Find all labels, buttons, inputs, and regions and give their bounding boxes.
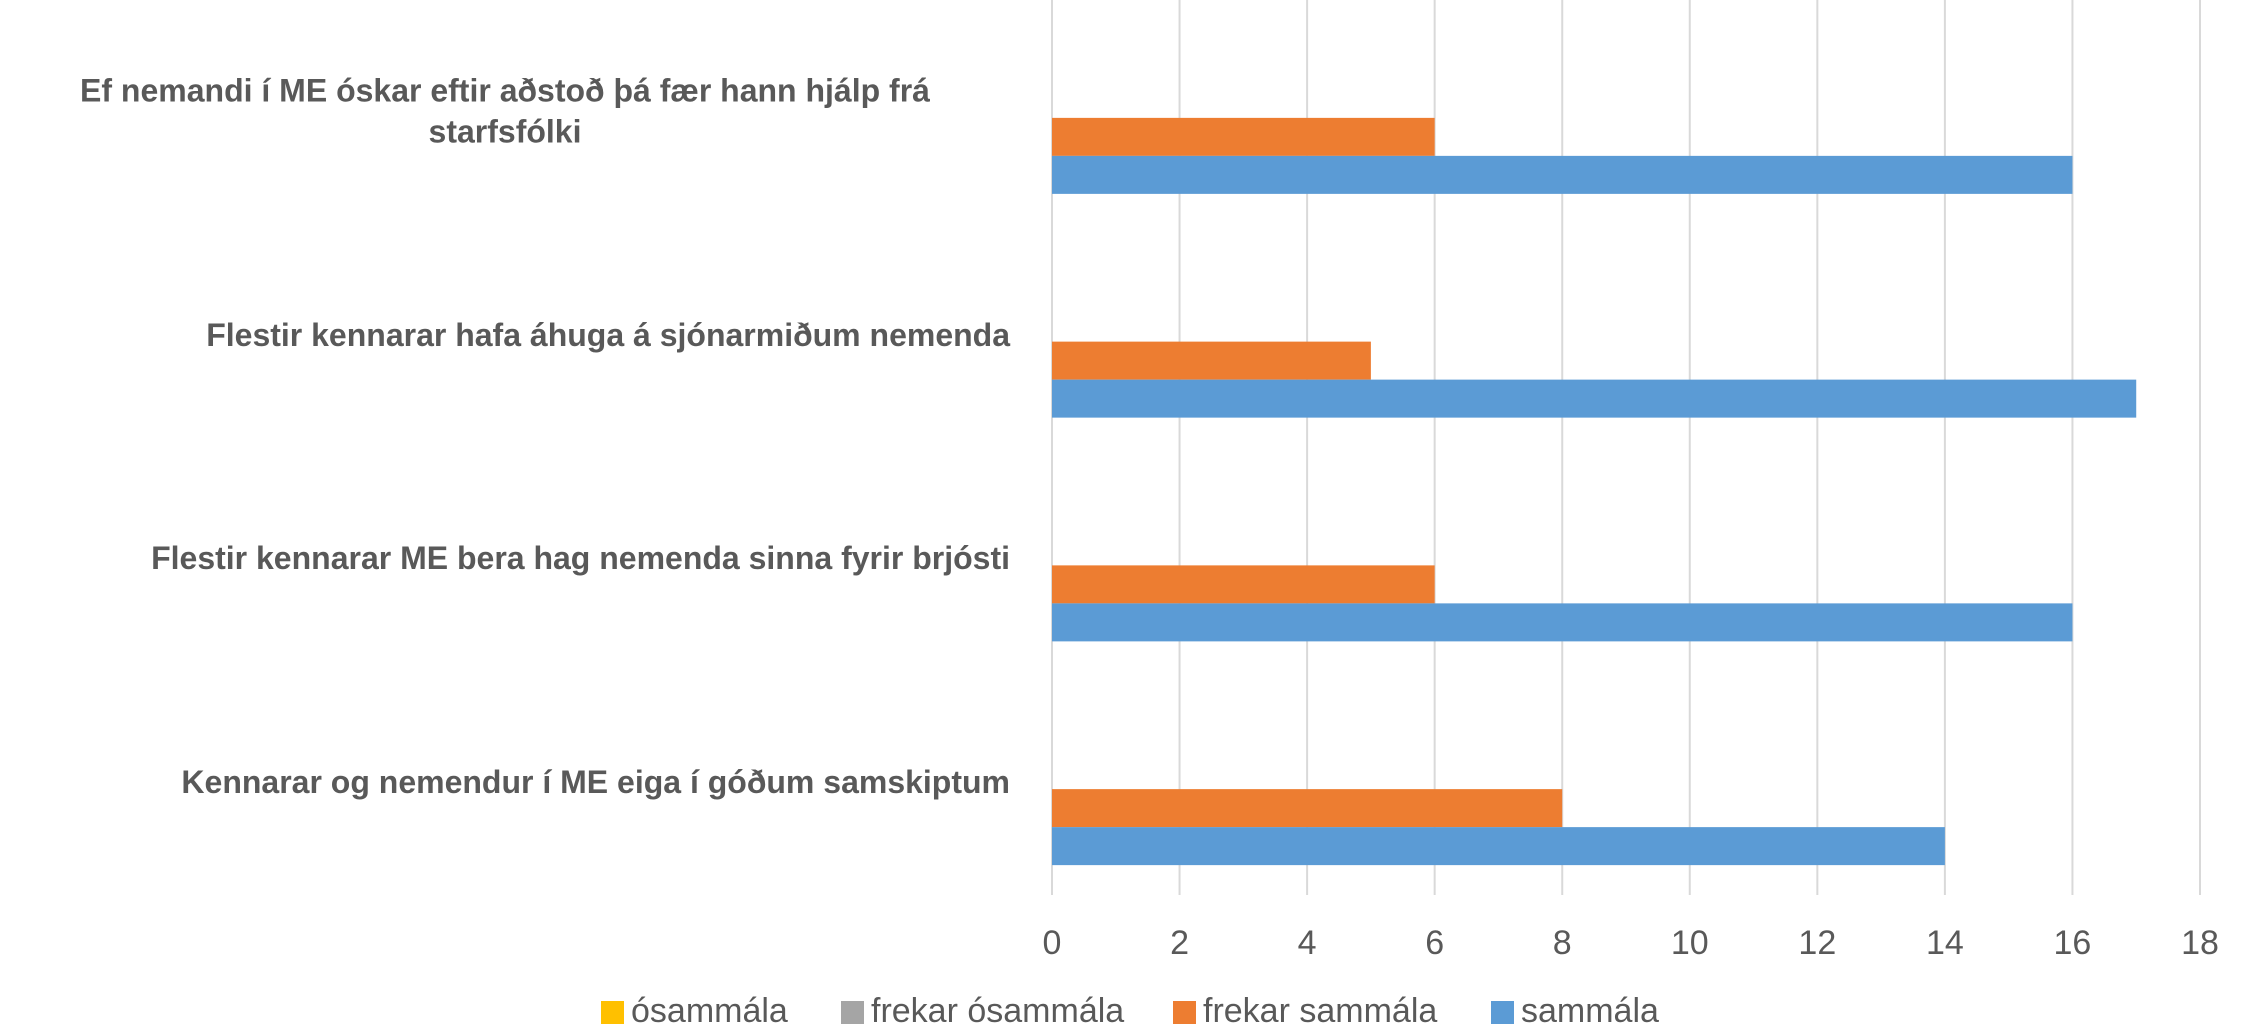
category-label-box: Flestir kennarar ME bera hag nemenda sin…	[0, 539, 1010, 581]
y-tick-label: Kennarar og nemendur í ME eiga í góðum s…	[181, 764, 1010, 801]
bar	[1052, 155, 2073, 194]
legend-label: ósammála	[631, 992, 788, 1030]
x-tick-label: 18	[2181, 924, 2219, 962]
x-tick-label: 6	[1425, 924, 1444, 962]
y-tick-label: Flestir kennarar ME bera hag nemenda sin…	[151, 540, 1010, 577]
x-tick-label: 14	[1926, 924, 1964, 962]
legend-label: sammála	[1521, 992, 1659, 1030]
x-tick-label: 12	[1798, 924, 1836, 962]
legend-swatch	[1173, 1001, 1196, 1024]
bar	[1052, 341, 1371, 380]
category-label-box: Kennarar og nemendur í ME eiga í góðum s…	[0, 762, 1010, 804]
y-tick-label: Flestir kennarar hafa áhuga á sjónarmiðu…	[206, 316, 1010, 353]
bar	[1052, 565, 1435, 604]
x-tick-label: 2	[1170, 924, 1189, 962]
x-tick-label: 16	[2054, 924, 2092, 962]
legend-swatch	[601, 1001, 624, 1024]
bar	[1052, 827, 1945, 866]
y-tick-label: Ef nemandi í ME óskar eftir aðstoð þá fæ…	[80, 72, 930, 150]
legend-label: frekar sammála	[1203, 992, 1437, 1030]
legend-swatch	[1491, 1001, 1514, 1024]
bar	[1052, 379, 2137, 418]
category-label-box: Ef nemandi í ME óskar eftir aðstoð þá fæ…	[0, 70, 1010, 153]
category-label-box: Flestir kennarar hafa áhuga á sjónarmiðu…	[0, 315, 1010, 357]
bar	[1052, 117, 1435, 156]
legend-swatch	[841, 1001, 864, 1024]
bar	[1052, 789, 1563, 828]
x-tick-label: 4	[1298, 924, 1317, 962]
x-tick-label: 8	[1553, 924, 1572, 962]
bar	[1052, 603, 2073, 642]
x-tick-label: 10	[1671, 924, 1709, 962]
legend-label: frekar ósammála	[871, 992, 1124, 1030]
x-tick-label: 0	[1043, 924, 1062, 962]
